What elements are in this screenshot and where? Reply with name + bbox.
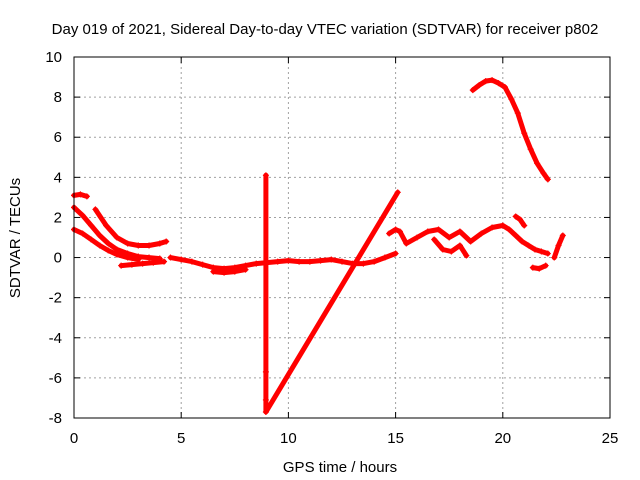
series-trace (431, 237, 469, 259)
y-tick-label-9: 10 (45, 49, 62, 66)
y-tick-label-8: 8 (54, 89, 62, 106)
series-trace (71, 204, 163, 262)
x-tick-label-2: 10 (280, 430, 297, 447)
series-late-end (551, 232, 566, 261)
series-trace (513, 213, 527, 228)
series-late-low (529, 262, 549, 272)
x-axis-label: GPS time / hours (283, 459, 397, 476)
series-midday (167, 250, 399, 272)
y-tick-label-2: -4 (49, 330, 62, 347)
series-trace (92, 206, 169, 248)
series-trace (530, 263, 549, 272)
y-tick-label-3: -2 (49, 290, 62, 307)
series-trace (71, 227, 141, 263)
series-midday-low (210, 266, 249, 276)
x-tick-labels: 0 5 10 15 20 25 (70, 430, 619, 447)
chart-title: Day 019 of 2021, Sidereal Day-to-day VTE… (52, 21, 599, 38)
series-trace (118, 259, 167, 269)
y-tick-label-5: 2 (54, 209, 62, 226)
series-high-arc (469, 77, 551, 183)
series-trace (551, 233, 566, 261)
series-outliers (262, 172, 401, 415)
series-afternoon-dip (431, 236, 470, 259)
x-tick-label-5: 25 (602, 430, 619, 447)
y-tick-label-4: 0 (54, 250, 62, 267)
x-tick-label-1: 5 (177, 430, 185, 447)
axis-ticks (73, 56, 611, 419)
series-afternoon (386, 222, 551, 257)
series-trace (168, 251, 399, 272)
series-trace (263, 172, 401, 415)
x-tick-label-4: 20 (494, 430, 511, 447)
y-tick-label-0: -8 (49, 410, 62, 427)
y-tick-labels: -8 -6 -4 -2 0 2 4 6 8 10 (45, 49, 62, 427)
series-trace (386, 223, 551, 256)
y-axis-label: SDTVAR / TECUs (7, 178, 24, 298)
series-trace (71, 191, 90, 199)
series-early-fan-d (118, 258, 168, 269)
data-points (71, 77, 566, 415)
x-tick-label-3: 15 (387, 430, 404, 447)
y-tick-label-7: 6 (54, 129, 62, 146)
series-late-small (512, 213, 528, 229)
series-trace (210, 267, 248, 276)
y-tick-label-1: -6 (49, 370, 62, 387)
y-tick-label-6: 4 (54, 169, 62, 186)
series-early-fan-c (92, 206, 170, 249)
plot-frame (73, 56, 611, 419)
series-trace (470, 77, 551, 182)
x-tick-label-0: 0 (70, 430, 78, 447)
